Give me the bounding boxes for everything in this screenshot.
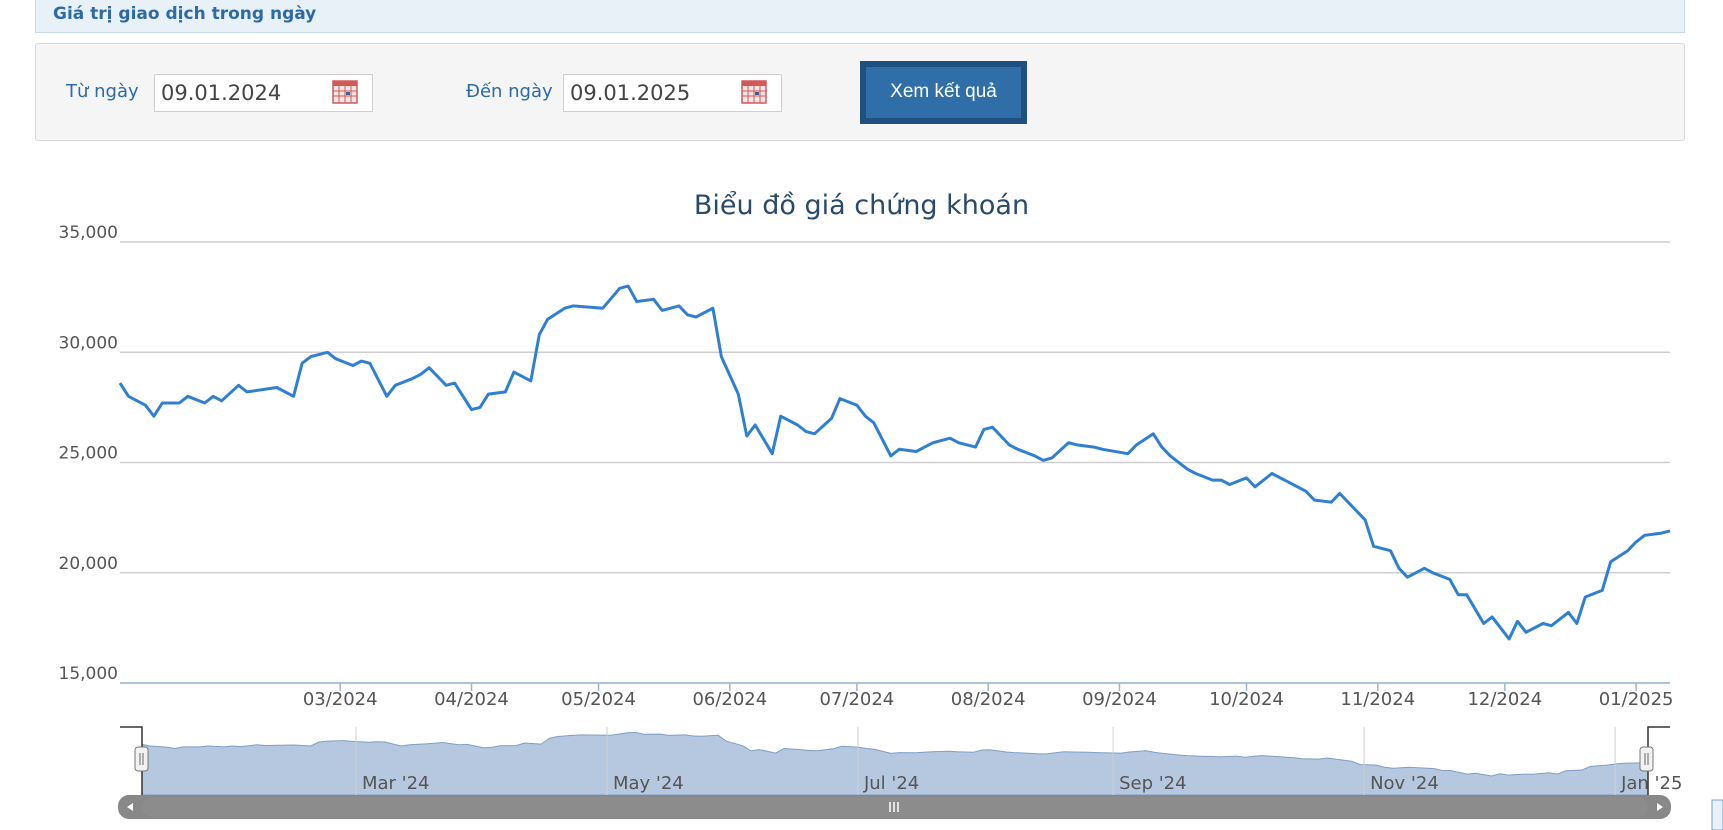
section-header: Giá trị giao dịch trong ngày [35, 0, 1685, 33]
navigator-tick-label: Nov '24 [1370, 773, 1439, 794]
navigator-left-handle[interactable] [134, 746, 149, 772]
from-date-label: Từ ngày [66, 81, 139, 102]
x-axis: 03/2024 04/2024 05/2024 06/2024 07/2024 08/20… [303, 683, 1674, 710]
chart-grid [120, 241, 1670, 684]
from-date-input[interactable]: 09.01.2024 [154, 74, 373, 112]
x-tick-label: 05/2024 [561, 689, 636, 710]
navigator-tick-label: Jul '24 [863, 773, 919, 794]
to-date-input[interactable]: 09.01.2025 [563, 74, 782, 112]
x-tick-label: 07/2024 [819, 689, 894, 710]
scrollbar-grip-icon [889, 802, 899, 812]
navigator-tick-label: Sep '24 [1119, 773, 1187, 794]
x-tick-label: 06/2024 [692, 689, 767, 710]
x-tick-label: 11/2024 [1340, 689, 1415, 710]
x-tick-label: 12/2024 [1467, 689, 1542, 710]
range-navigator[interactable]: Mar '24 May '24 Jul '24 Sep '24 Nov '24 Jan '… [120, 726, 1682, 796]
navigator-right-handle[interactable] [1639, 746, 1654, 772]
calendar-icon[interactable] [332, 79, 358, 105]
y-tick-label: 15,000 [59, 664, 118, 684]
navigator-right-bracket [1647, 726, 1670, 795]
scrollbar-thumb[interactable] [142, 797, 1648, 817]
to-date-value: 09.01.2025 [570, 81, 691, 105]
y-tick-label: 30,000 [59, 333, 118, 353]
x-tick-label: 01/2025 [1599, 689, 1674, 710]
view-results-label: Xem kết quả [890, 81, 997, 102]
to-date-label: Đến ngày [466, 81, 553, 102]
navigator-scrollbar[interactable] [118, 795, 1671, 819]
view-results-button-face [866, 67, 1021, 118]
x-tick-label: 09/2024 [1082, 689, 1157, 710]
navigator-axis: Mar '24 May '24 Jul '24 Sep '24 Nov '24 Jan '… [355, 727, 1682, 795]
x-tick-label: 10/2024 [1209, 689, 1284, 710]
calendar-icon[interactable] [741, 79, 767, 105]
navigator-area [141, 731, 1649, 796]
corner-widget [1711, 799, 1723, 830]
x-tick-label: 04/2024 [434, 689, 509, 710]
section-title: Giá trị giao dịch trong ngày [53, 4, 317, 24]
navigator-tick-label: Mar '24 [362, 773, 430, 794]
price-series-line [118, 284, 1671, 641]
scroll-left-arrow-icon[interactable] [127, 803, 133, 811]
navigator-tick-label: Jan '25 [1620, 773, 1682, 794]
chart-title: Biểu đồ giá chứng khoán [693, 190, 1030, 221]
view-results-button[interactable]: Xem kết quả [860, 61, 1027, 124]
y-tick-label: 35,000 [59, 223, 118, 243]
y-axis: 35,000 30,000 25,000 20,000 15,000 [59, 223, 118, 684]
x-tick-label: 08/2024 [951, 689, 1026, 710]
x-tick-label: 03/2024 [303, 689, 378, 710]
date-filter-panel: Từ ngày 09.01.2024 Đến ngày 09.01.2025 X [35, 43, 1685, 141]
y-tick-label: 20,000 [59, 554, 118, 574]
scroll-right-arrow-icon[interactable] [1657, 803, 1663, 811]
from-date-value: 09.01.2024 [161, 81, 282, 105]
navigator-tick-label: May '24 [613, 773, 684, 794]
navigator-left-bracket [120, 726, 143, 795]
y-tick-label: 25,000 [59, 444, 118, 464]
